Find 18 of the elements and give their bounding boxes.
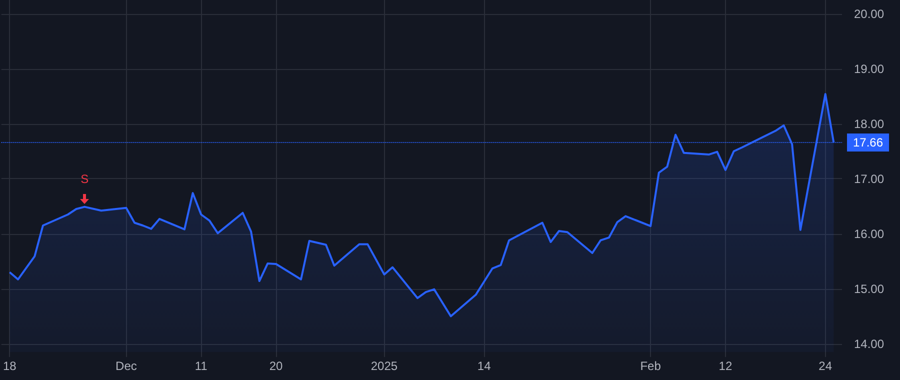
x-tick-label: 2025: [370, 359, 398, 373]
y-tick-label: 14.00: [854, 336, 884, 351]
ref-line-label: 17.66: [853, 135, 884, 150]
x-tick-label: Feb: [640, 359, 662, 373]
x-tick-label: 14: [477, 359, 492, 373]
x-tick-label: 18: [2, 359, 17, 373]
y-tick-label: 20.00: [854, 6, 884, 21]
y-tick-label: 18.00: [854, 116, 884, 131]
y-tick-label: 19.00: [854, 62, 884, 76]
y-tick-label: 15.00: [854, 282, 884, 296]
y-tick-label: 16.00: [854, 226, 884, 241]
annotation: S: [80, 172, 89, 186]
x-tick-label: 11: [194, 359, 208, 373]
x-tick-label: 24: [818, 359, 832, 373]
x-tick-label: Dec: [116, 359, 137, 373]
x-tick-label: 20: [269, 359, 284, 373]
x-tick-label: 12: [718, 359, 732, 373]
y-tick-label: 17.00: [854, 172, 884, 186]
